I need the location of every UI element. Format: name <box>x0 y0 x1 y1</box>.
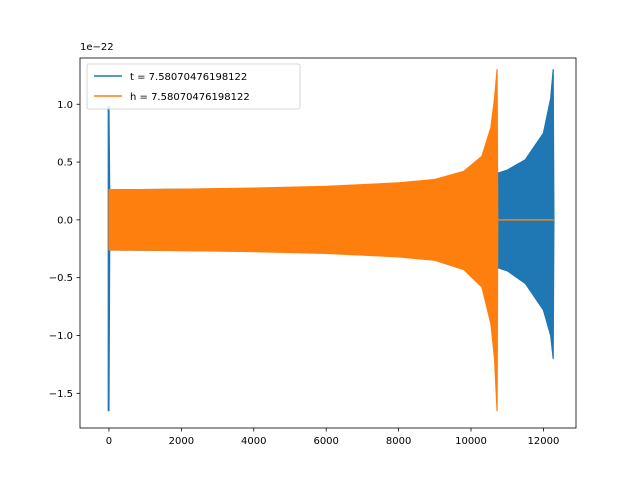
x-tick-label: 10000 <box>455 436 487 447</box>
legend: t = 7.58070476198122 h = 7.5807047619812… <box>86 63 301 110</box>
legend-label-h: h = 7.58070476198122 <box>130 92 250 103</box>
y-tick-label: 0.0 <box>57 215 73 226</box>
series-layer <box>107 68 555 412</box>
x-tick-label: 2000 <box>169 436 194 447</box>
x-tick-label: 12000 <box>528 436 560 447</box>
x-axis: 0 2000 4000 6000 8000 10000 12000 <box>106 428 560 447</box>
y-tick-label: 1.0 <box>57 100 73 111</box>
y-axis: −1.5 −1.0 −0.5 0.0 0.5 1.0 <box>49 100 80 400</box>
x-tick-label: 6000 <box>313 436 338 447</box>
legend-box <box>86 63 301 110</box>
y-tick-label: −1.0 <box>49 331 73 342</box>
plot-frame <box>79 57 577 429</box>
y-scale-offset: 1e−22 <box>80 42 114 53</box>
x-tick-label: 0 <box>106 436 112 447</box>
legend-label-t: t = 7.58070476198122 <box>130 72 247 83</box>
x-tick-label: 8000 <box>386 436 411 447</box>
x-tick-label: 4000 <box>241 436 266 447</box>
y-tick-label: 0.5 <box>57 158 73 169</box>
series-h-waveform <box>108 68 499 412</box>
y-tick-label: −1.5 <box>49 389 73 400</box>
y-tick-label: −0.5 <box>49 273 73 284</box>
